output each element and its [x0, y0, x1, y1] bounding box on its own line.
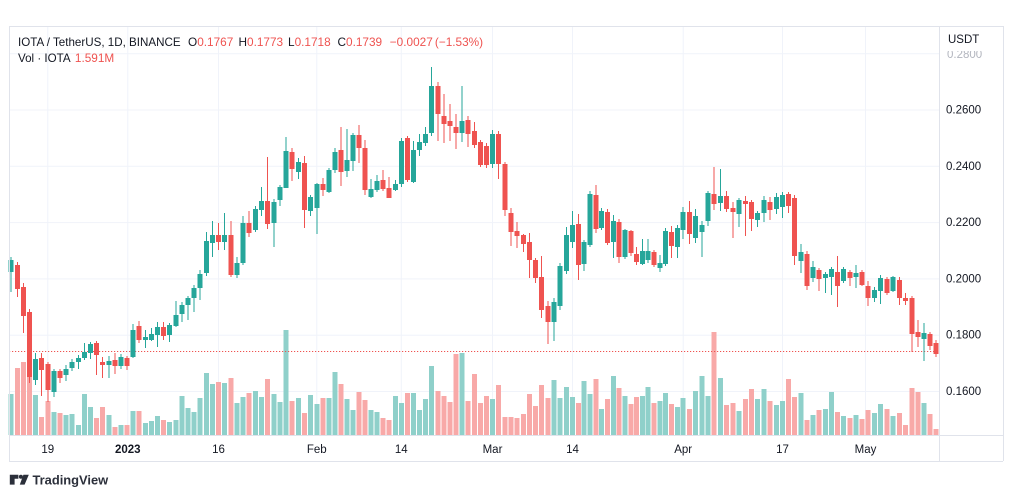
svg-text:TradingView: TradingView [33, 473, 110, 488]
svg-text:0.2000: 0.2000 [946, 273, 981, 285]
svg-text:0.2200: 0.2200 [946, 217, 981, 229]
svg-text:0.2400: 0.2400 [946, 161, 981, 173]
svg-text:Feb: Feb [307, 444, 327, 456]
svg-text:O0.1767: O0.1767 [188, 35, 233, 49]
svg-text:16: 16 [212, 444, 225, 456]
svg-text:−0.0027: −0.0027 [390, 35, 433, 49]
svg-text:H0.1773: H0.1773 [239, 35, 284, 49]
svg-text:L0.1718: L0.1718 [288, 35, 331, 49]
svg-text:IOTA / TetherUS, 1D, BINANCE: IOTA / TetherUS, 1D, BINANCE [18, 36, 181, 49]
svg-text:0.1600: 0.1600 [946, 386, 981, 398]
svg-text:19: 19 [41, 444, 54, 456]
svg-text:Vol · IOTA: Vol · IOTA [18, 52, 71, 65]
svg-text:Apr: Apr [674, 444, 692, 456]
svg-text:USDT: USDT [948, 34, 979, 46]
svg-text:14: 14 [395, 444, 408, 456]
svg-text:0.2800: 0.2800 [947, 49, 982, 61]
svg-text:17: 17 [776, 444, 789, 456]
svg-text:2023: 2023 [115, 444, 141, 456]
svg-text:1.591M: 1.591M [75, 51, 114, 65]
svg-text:0.1800: 0.1800 [946, 330, 981, 342]
svg-text:0.2600: 0.2600 [946, 105, 981, 117]
svg-text:(−1.53%): (−1.53%) [435, 35, 483, 49]
svg-text:May: May [855, 444, 877, 456]
svg-text:14: 14 [566, 444, 579, 456]
svg-text:Mar: Mar [483, 444, 503, 456]
svg-text:C0.1739: C0.1739 [338, 35, 383, 49]
